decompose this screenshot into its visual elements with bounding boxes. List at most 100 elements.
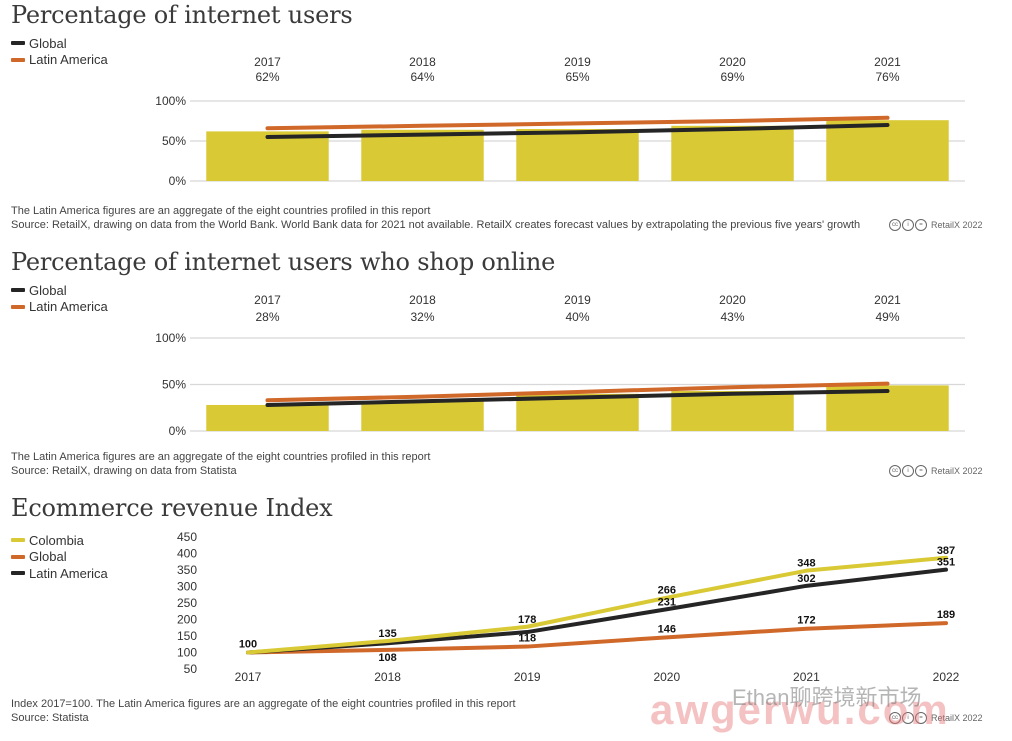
watermark-domain: awgerwu.com	[650, 686, 950, 733]
legend-label: Global	[29, 549, 67, 565]
bar-value-label: 32%	[410, 310, 434, 324]
cc-icon: cc	[889, 465, 901, 477]
x-tick-label: 2022	[933, 670, 960, 684]
chart3-plot: 50 100 150 200 250 300 350 400 450 2017 2018 2019 20…	[177, 530, 960, 684]
chart1-note: The Latin America figures are an aggrega…	[11, 205, 431, 217]
category-label: 2019	[564, 55, 591, 69]
y-tick-label: 400	[177, 547, 197, 561]
series-line-latin-america	[265, 115, 890, 131]
chart1-source: Source: RetailX, drawing on data from th…	[11, 219, 861, 231]
legend-swatch-orange	[11, 57, 25, 62]
legend-item-colombia: Colombia	[11, 532, 108, 549]
data-label: 302	[797, 573, 815, 585]
y-tick-label: 450	[177, 530, 197, 544]
y-tick-label: 350	[177, 563, 197, 577]
data-label: 387	[937, 545, 955, 557]
series-line-global	[265, 123, 890, 139]
data-label: 348	[797, 558, 815, 570]
y-tick-label: 150	[177, 629, 197, 643]
series-line-global	[265, 389, 890, 407]
chart3-legend: Colombia Global Latin America	[11, 532, 108, 582]
nd-icon: =	[915, 219, 927, 231]
data-label: 178	[518, 614, 536, 626]
data-label: 266	[658, 585, 676, 597]
category-label: 2020	[719, 293, 746, 307]
bar-value-label: 65%	[565, 70, 589, 84]
y-tick-label: 100	[177, 646, 197, 660]
chart2-source: Source: RetailX, drawing on data from St…	[11, 465, 237, 477]
bar	[826, 120, 949, 181]
legend-item-latin-america: Latin America	[11, 299, 108, 316]
bar	[206, 131, 329, 181]
x-tick-label: 2021	[793, 670, 820, 684]
data-label: 118	[518, 633, 536, 645]
category-label: 2018	[409, 293, 436, 307]
chart3-title: Ecommerce revenue Index	[11, 494, 333, 522]
legend-label: Global	[29, 282, 67, 298]
y-tick-label: 0%	[169, 424, 187, 438]
bar	[516, 129, 639, 181]
bar	[361, 401, 484, 431]
category-label: 2019	[564, 293, 591, 307]
series-line-latin-america	[265, 381, 890, 403]
category-label: 2020	[719, 55, 746, 69]
chart2-brand: cc i = RetailX 2022	[889, 465, 983, 477]
legend-label: Latin America	[29, 52, 108, 68]
category-label: 2017	[254, 55, 281, 69]
y-tick-label: 50	[184, 662, 198, 676]
y-tick-label: 50%	[162, 378, 186, 392]
chart3-source: Source: Statista	[11, 712, 89, 724]
legend-item-latin-america: Latin America	[11, 565, 108, 582]
y-tick-label: 100%	[155, 331, 186, 345]
by-icon: i	[902, 712, 914, 724]
legend-swatch-black	[11, 288, 25, 293]
legend-label: Latin America	[29, 299, 108, 315]
cc-icon: cc	[889, 219, 901, 231]
bar	[206, 404, 329, 431]
by-icon: i	[902, 465, 914, 477]
legend-swatch-black	[11, 571, 25, 576]
y-tick-label: 200	[177, 613, 197, 627]
chart3-brand: cc i = RetailX 2022	[889, 712, 983, 724]
nd-icon: =	[915, 465, 927, 477]
data-label: 351	[937, 557, 955, 569]
chart2-section: Percentage of internet users who shop on…	[11, 248, 983, 477]
bar-value-label: 49%	[875, 310, 899, 324]
data-label: 135	[378, 628, 396, 640]
y-tick-label: 300	[177, 580, 197, 594]
nd-icon: =	[915, 712, 927, 724]
y-tick-label: 250	[177, 596, 197, 610]
bar-value-label: 76%	[875, 70, 899, 84]
y-tick-label: 50%	[162, 134, 186, 148]
bar-value-label: 28%	[255, 310, 279, 324]
bar	[361, 129, 484, 181]
chart3-note: Index 2017=100. The Latin America figure…	[11, 698, 516, 710]
data-label: 172	[797, 615, 815, 627]
series-line-global	[246, 621, 948, 655]
bar-value-label: 43%	[720, 310, 744, 324]
legend-label: Colombia	[29, 532, 84, 548]
bar-value-label: 40%	[565, 310, 589, 324]
bar-value-label: 62%	[255, 70, 279, 84]
data-label: 100	[239, 639, 257, 651]
chart1-brand: cc i = RetailX 2022	[889, 219, 983, 231]
watermark-channel: Ethan聊跨境新市场	[732, 685, 922, 710]
chart2-title: Percentage of internet users who shop on…	[11, 248, 556, 276]
bar-value-label: 64%	[410, 70, 434, 84]
legend-item-global: Global	[11, 549, 108, 566]
legend-item-latin-america: Latin America	[11, 52, 108, 69]
cc-icon: cc	[889, 712, 901, 724]
brand-label: RetailX 2022	[931, 713, 983, 723]
brand-label: RetailX 2022	[931, 466, 983, 476]
x-tick-label: 2018	[374, 670, 401, 684]
y-tick-label: 0%	[169, 174, 187, 188]
legend-label: Latin America	[29, 565, 108, 581]
category-label: 2021	[874, 293, 901, 307]
legend-swatch-orange	[11, 304, 25, 309]
legend-label: Global	[29, 35, 67, 51]
chart1-section: Percentage of internet users Global Lati…	[0, 0, 1012, 240]
brand-label: RetailX 2022	[931, 220, 983, 230]
legend-swatch-orange	[11, 554, 25, 559]
